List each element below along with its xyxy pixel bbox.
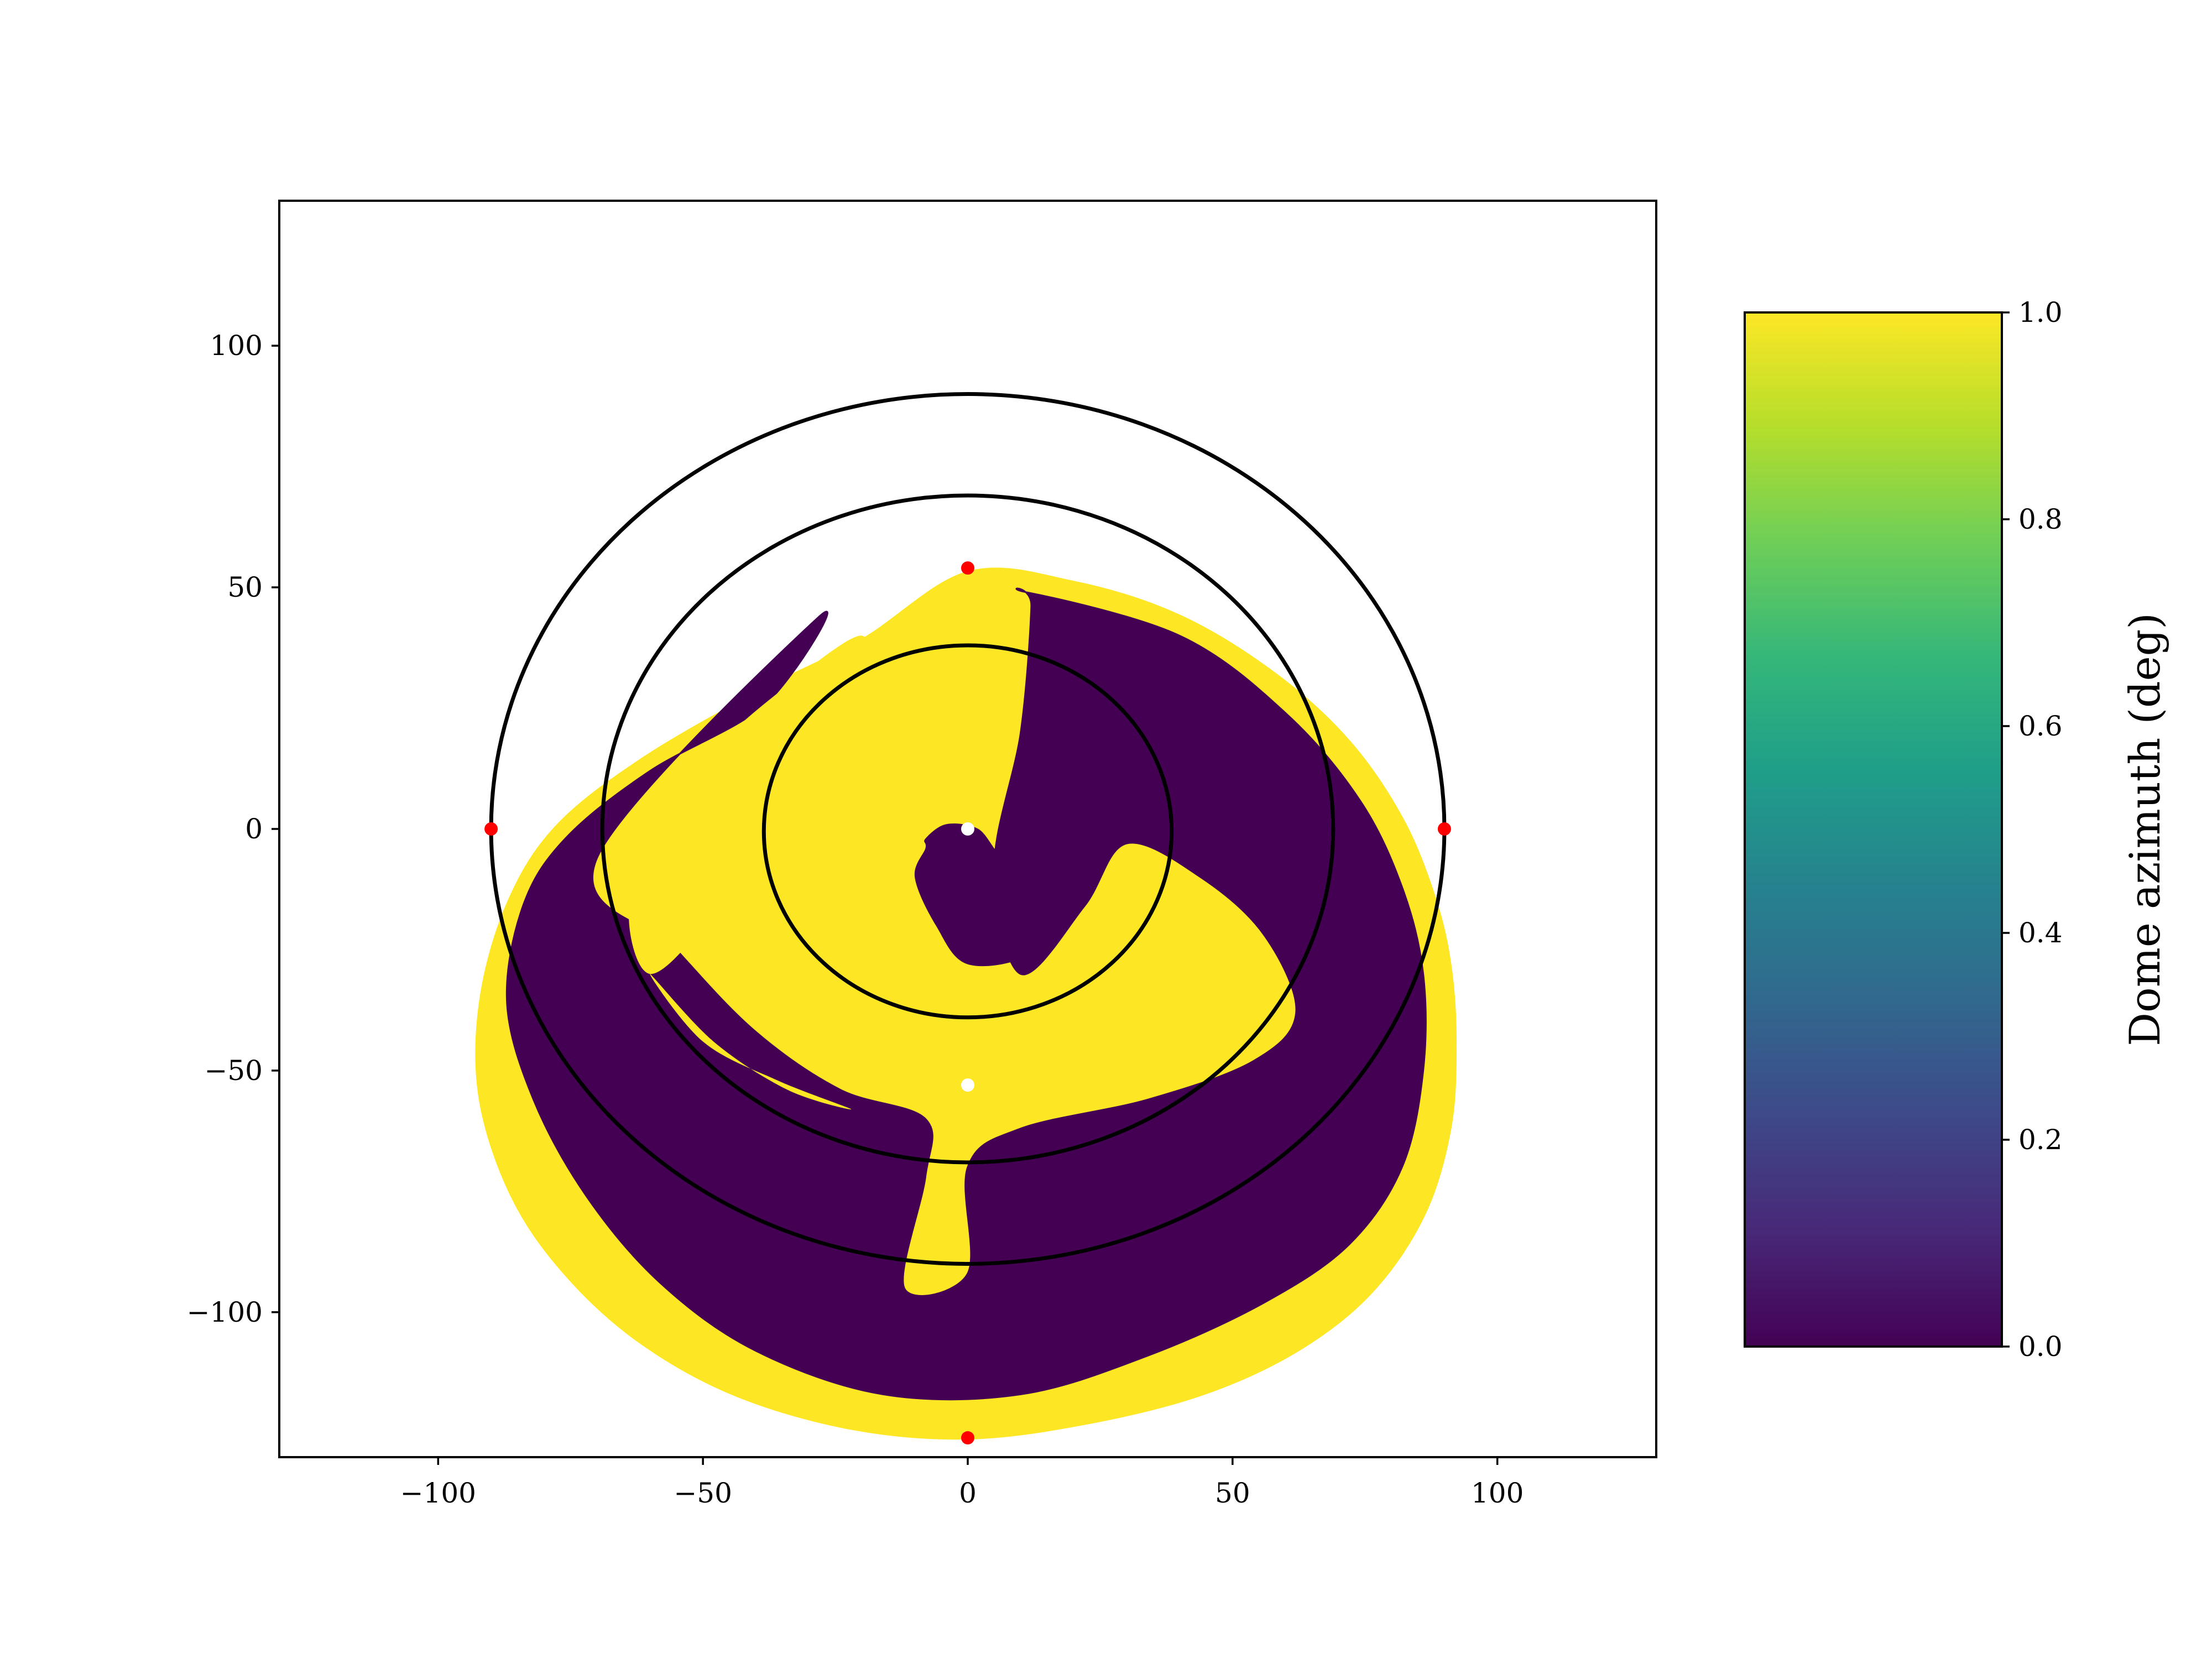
colorbar-tick-label-4: 0.8 [2018,503,2063,535]
y-tick-label-3: 50 [227,571,263,603]
x-tick-label-2: 0 [959,1477,977,1509]
marker-point-3-0 [961,561,974,575]
y-tick-label-4: 100 [210,330,263,362]
sky-footprint [475,567,1457,1440]
y-tick-label-1: −50 [204,1055,263,1087]
colorbar-label: Dome azimuth (deg) [2120,613,2169,1046]
colorbar-ticks: 0.0 0.2 0.4 0.6 0.8 1.0 [2002,296,2063,1363]
footprint-low-region [505,587,1427,1401]
main-plot: −100 −50 0 50 100 −100 −50 0 50 100 [187,200,1657,1509]
ring-r38.5 [761,643,1174,1020]
colorbar-frame [1744,311,2003,1348]
y-tick-label-2: 0 [245,813,263,845]
colorbar: 0.0 0.2 0.4 0.6 0.8 1.0 Dome azimuth (deg) [1744,296,2169,1363]
colorbar-fill [1745,312,2002,1347]
marker-point-3-3 [961,1431,974,1445]
x-tick-label-4: 100 [1471,1477,1524,1509]
marker-point-3-1 [484,822,498,836]
footprint-high-band-0 [629,635,867,974]
colorbar-tick-label-5: 1.0 [2018,296,2063,328]
x-axis: −100 −50 0 50 100 [400,1457,1524,1509]
ring-r69 [600,493,1335,1165]
marker-point-4-0 [961,822,974,836]
marker-point-4-1 [961,1078,974,1092]
x-tick-label-1: −50 [674,1477,732,1509]
plot-content [475,392,1457,1445]
y-axis: −100 −50 0 50 100 [187,330,279,1328]
colorbar-tick-label-0: 0.0 [2018,1331,2063,1363]
colorbar-tick-label-1: 0.2 [2018,1124,2063,1156]
x-tick-label-3: 50 [1215,1477,1250,1509]
y-tick-label-0: −100 [187,1296,263,1328]
marker-points [484,561,1451,1445]
marker-point-3-2 [1437,822,1451,836]
x-tick-label-0: −100 [400,1477,476,1509]
footprint-low-core [914,823,1086,967]
colorbar-tick-label-2: 0.4 [2018,917,2063,949]
colorbar-tick-label-3: 0.6 [2018,710,2063,742]
